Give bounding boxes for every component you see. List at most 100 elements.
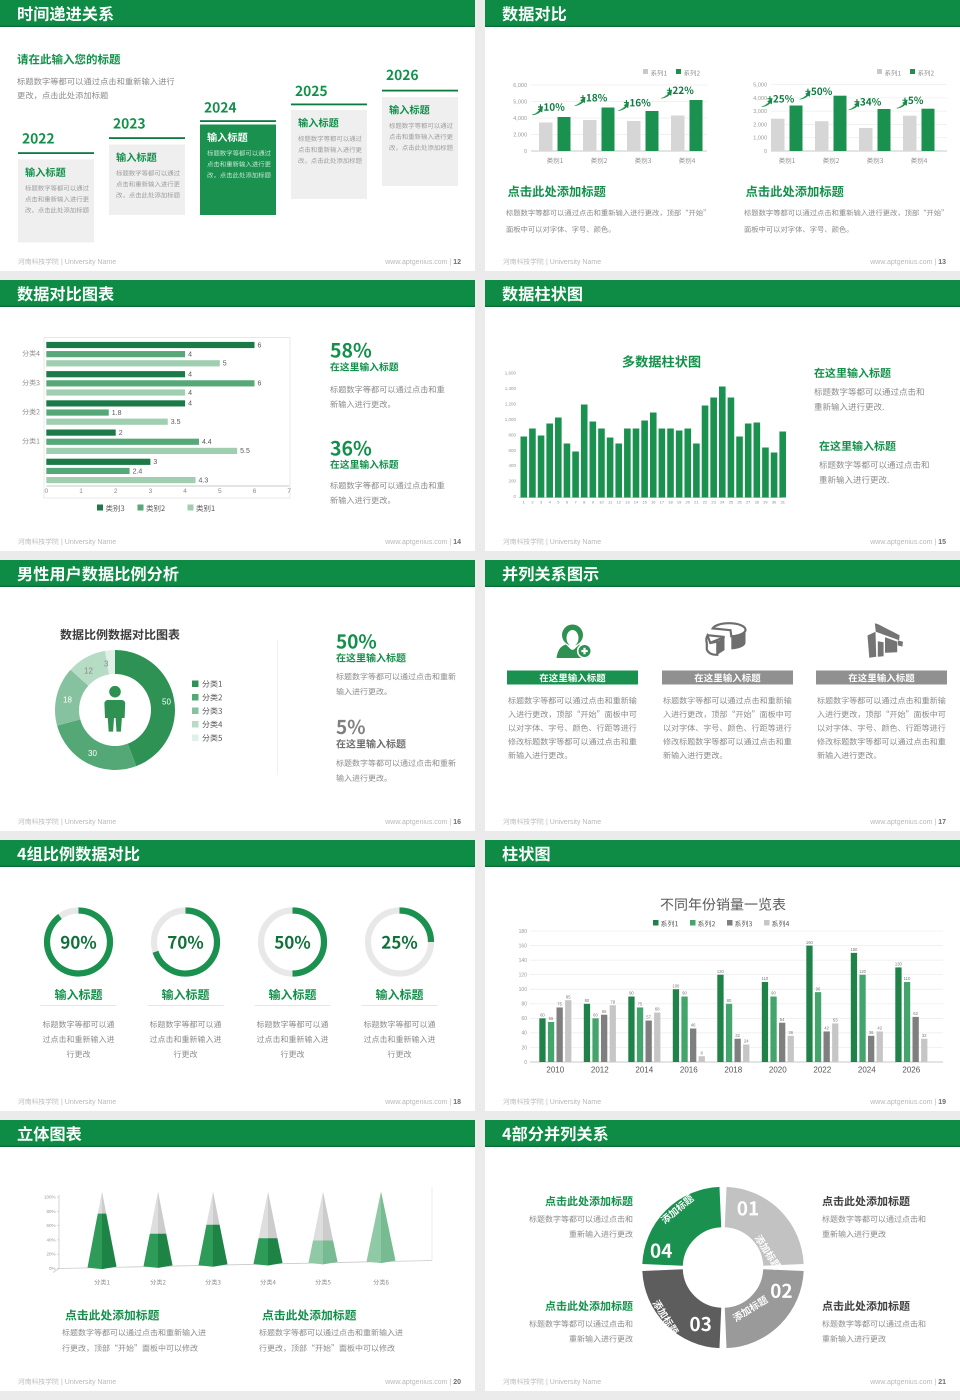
svg-text:| University Name: | University Name <box>546 259 601 266</box>
svg-text:57: 57 <box>646 1015 651 1020</box>
svg-text:| University Name: | University Name <box>61 819 116 826</box>
svg-text:53: 53 <box>833 1018 838 1023</box>
svg-text:0: 0 <box>513 494 516 499</box>
svg-text:120: 120 <box>519 973 528 979</box>
svg-text:130: 130 <box>895 962 903 967</box>
svg-text:4.4: 4.4 <box>202 439 212 446</box>
svg-text:120: 120 <box>717 969 725 974</box>
svg-text:6: 6 <box>253 488 257 495</box>
svg-text:100: 100 <box>672 983 680 988</box>
svg-text:2,000: 2,000 <box>513 133 527 139</box>
svg-text:1,600: 1,600 <box>505 370 517 375</box>
svg-text:80: 80 <box>727 998 732 1003</box>
svg-text:| University Name: | University Name <box>61 1379 116 1386</box>
svg-text:32: 32 <box>922 1033 927 1038</box>
svg-text:120: 120 <box>859 969 867 974</box>
svg-text:| University Name: | University Name <box>546 1099 601 1106</box>
svg-text:40: 40 <box>521 1031 527 1037</box>
svg-text:180: 180 <box>519 929 528 935</box>
svg-text:2026: 2026 <box>902 1066 920 1075</box>
svg-text:4: 4 <box>188 390 192 397</box>
svg-text:2022: 2022 <box>813 1066 831 1075</box>
svg-text:6,000: 6,000 <box>513 83 527 89</box>
svg-text:100%: 100% <box>44 1195 56 1200</box>
svg-text:5: 5 <box>557 500 560 505</box>
svg-text:600: 600 <box>508 448 516 453</box>
svg-text:| University Name: | University Name <box>546 1379 601 1386</box>
svg-text:7: 7 <box>287 488 291 495</box>
svg-text:2012: 2012 <box>591 1066 609 1075</box>
svg-text:2,000: 2,000 <box>753 122 767 128</box>
svg-text:36: 36 <box>869 1030 874 1035</box>
svg-text:40%: 40% <box>46 1237 55 1242</box>
svg-text:0: 0 <box>524 149 527 155</box>
svg-text:0: 0 <box>764 149 767 155</box>
svg-text:20: 20 <box>686 500 691 505</box>
svg-text:200: 200 <box>508 479 516 484</box>
svg-text:3,000: 3,000 <box>753 109 767 115</box>
svg-text:10: 10 <box>599 500 604 505</box>
svg-text:www.aptgenius.com | 16: www.aptgenius.com | 16 <box>384 819 461 826</box>
svg-text:15: 15 <box>642 500 647 505</box>
svg-text:www.aptgenius.com | 14: www.aptgenius.com | 14 <box>384 539 461 546</box>
svg-text:0: 0 <box>524 1060 527 1066</box>
svg-text:85: 85 <box>566 994 571 999</box>
svg-text:2: 2 <box>531 500 534 505</box>
svg-text:1,200: 1,200 <box>505 401 517 406</box>
svg-text:www.aptgenius.com | 13: www.aptgenius.com | 13 <box>869 259 946 266</box>
svg-text:90: 90 <box>771 991 776 996</box>
svg-text:46: 46 <box>691 1023 696 1028</box>
svg-text:18: 18 <box>63 696 72 705</box>
svg-text:36: 36 <box>788 1030 793 1035</box>
svg-text:160: 160 <box>519 943 528 949</box>
svg-text:80: 80 <box>521 1002 527 1008</box>
svg-text:1: 1 <box>523 500 526 505</box>
svg-text:78: 78 <box>610 999 615 1004</box>
svg-text:www.aptgenius.com | 15: www.aptgenius.com | 15 <box>869 539 946 546</box>
svg-text:80%: 80% <box>46 1209 55 1214</box>
svg-text:90: 90 <box>629 991 634 996</box>
svg-text:2.4: 2.4 <box>133 468 143 475</box>
svg-text:42: 42 <box>877 1026 882 1031</box>
svg-text:2010: 2010 <box>546 1066 564 1075</box>
svg-text:28: 28 <box>755 500 760 505</box>
svg-text:42: 42 <box>824 1026 829 1031</box>
svg-text:75: 75 <box>557 1002 562 1007</box>
svg-text:www.aptgenius.com | 12: www.aptgenius.com | 12 <box>384 259 461 266</box>
svg-text:1,000: 1,000 <box>753 136 767 142</box>
svg-text:5.5: 5.5 <box>240 448 250 455</box>
svg-text:3: 3 <box>540 500 543 505</box>
svg-text:12: 12 <box>617 500 622 505</box>
svg-text:30: 30 <box>772 500 777 505</box>
svg-text:4.3: 4.3 <box>199 477 209 484</box>
svg-text:8: 8 <box>583 500 586 505</box>
svg-text:54: 54 <box>780 1017 785 1022</box>
svg-text:60: 60 <box>593 1013 598 1018</box>
svg-text:| University Name: | University Name <box>546 539 601 546</box>
svg-text:25: 25 <box>729 500 734 505</box>
svg-text:1,000: 1,000 <box>505 417 517 422</box>
svg-text:3: 3 <box>149 488 153 495</box>
svg-text:150: 150 <box>850 947 858 952</box>
svg-text:1,400: 1,400 <box>505 386 517 391</box>
svg-text:0%: 0% <box>49 1266 56 1271</box>
svg-text:90: 90 <box>682 991 687 996</box>
svg-text:50: 50 <box>162 698 171 707</box>
svg-text:24: 24 <box>720 500 725 505</box>
svg-text:140: 140 <box>519 958 528 964</box>
svg-text:22: 22 <box>703 500 708 505</box>
svg-text:60: 60 <box>540 1013 545 1018</box>
svg-text:17: 17 <box>660 500 665 505</box>
svg-text:14: 14 <box>634 500 639 505</box>
svg-text:160: 160 <box>806 940 814 945</box>
svg-text:13: 13 <box>625 500 630 505</box>
svg-text:www.aptgenius.com | 21: www.aptgenius.com | 21 <box>869 1379 946 1386</box>
svg-text:www.aptgenius.com | 20: www.aptgenius.com | 20 <box>384 1379 461 1386</box>
svg-text:| University Name: | University Name <box>61 259 116 266</box>
svg-text:29: 29 <box>763 500 768 505</box>
svg-text:1.8: 1.8 <box>112 410 122 417</box>
svg-text:400: 400 <box>508 463 516 468</box>
svg-text:24: 24 <box>744 1039 749 1044</box>
svg-text:| University Name: | University Name <box>546 819 601 826</box>
svg-text:2014: 2014 <box>635 1066 653 1075</box>
